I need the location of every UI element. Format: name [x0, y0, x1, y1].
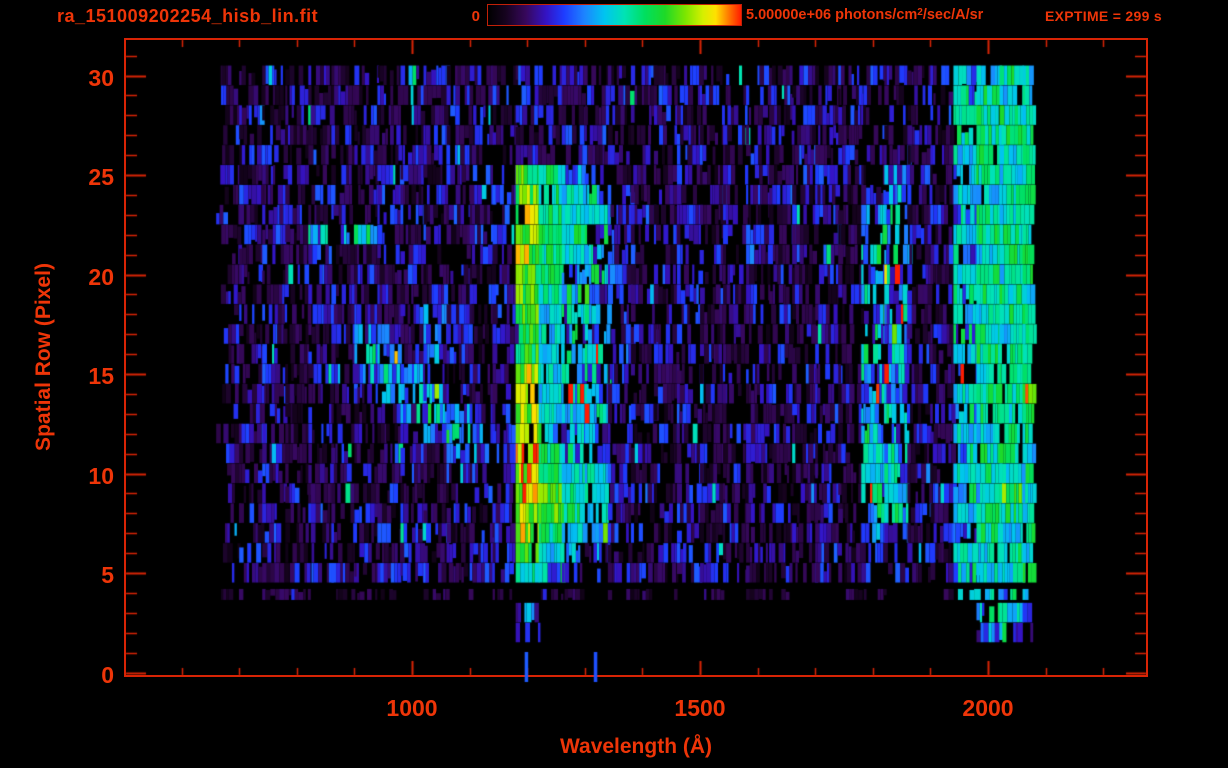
exposure-time-label: EXPTIME = 299 s — [1045, 8, 1162, 24]
x-axis-title: Wavelength (Å) — [559, 735, 713, 758]
y-tick-label: 15 — [88, 363, 114, 389]
colorbar-units-suffix: /sec/A/sr — [922, 7, 984, 23]
y-axis-title: Spatial Row (Pixel) — [32, 263, 55, 451]
colorbar-max-value: 5.00000e+06 — [746, 7, 832, 23]
y-tick-label: 10 — [88, 462, 114, 489]
y-tick-label: 5 — [101, 562, 114, 588]
x-tick-label: 2000 — [962, 695, 1014, 721]
colorbar-units-superscript: 2 — [917, 7, 923, 18]
x-tick-label: 1000 — [386, 695, 438, 721]
colorbar-max-label: 5.00000e+06 photons/cm2/sec/A/sr — [746, 7, 983, 23]
colorbar — [487, 4, 742, 26]
y-tick-label: 0 — [101, 661, 114, 688]
colorbar-min-label: 0 — [471, 8, 480, 25]
colorbar-units-prefix: photons/cm — [831, 7, 918, 23]
y-tick-label: 30 — [88, 64, 114, 91]
y-tick-label: 20 — [88, 263, 114, 290]
x-tick-label: 1500 — [674, 695, 726, 721]
file-title: ra_151009202254_hisb_lin.fit — [57, 6, 319, 26]
y-tick-label: 25 — [88, 164, 114, 190]
